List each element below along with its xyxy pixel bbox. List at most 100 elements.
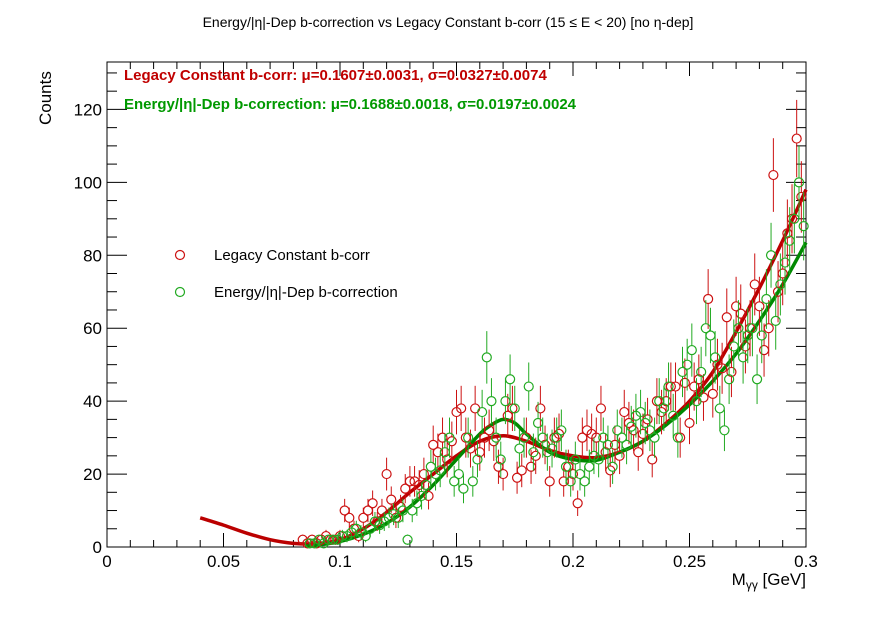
data-point — [593, 441, 604, 478]
y-axis-label: Counts — [36, 71, 55, 125]
data-point — [458, 474, 469, 504]
data-point — [735, 284, 746, 343]
x-tick-label: 0.05 — [207, 552, 240, 571]
point-marker — [600, 447, 611, 458]
data-point — [733, 300, 744, 357]
point-marker — [682, 359, 693, 370]
y-tick-label: 20 — [83, 465, 102, 484]
point-marker — [691, 396, 702, 407]
data-point — [518, 417, 530, 458]
point-marker — [518, 432, 530, 443]
data-point — [544, 466, 555, 497]
point-marker — [593, 454, 604, 465]
point-marker — [327, 534, 339, 545]
data-point — [796, 161, 807, 233]
point-marker — [528, 447, 539, 458]
point-marker — [344, 512, 355, 523]
legend-label-energy: Energy/|η|-Dep b-correction — [214, 284, 398, 301]
point-marker — [514, 443, 525, 454]
legend-marker-legacy — [174, 249, 186, 261]
point-marker — [386, 494, 397, 505]
data-point — [751, 354, 763, 405]
point-marker — [779, 257, 791, 268]
data-point — [602, 425, 614, 465]
point-marker — [509, 403, 520, 414]
data-point — [770, 292, 781, 350]
point-marker — [516, 465, 527, 476]
point-marker — [532, 417, 544, 429]
point-marker — [798, 220, 809, 232]
point-marker — [758, 344, 770, 356]
axis-ticks: 0 0.05 0.1 0.15 0.2 0.25 0.3 0 20 40 60 80 100 120 — [74, 62, 818, 571]
point-marker — [376, 505, 388, 516]
data-point — [651, 378, 662, 425]
data-point — [663, 362, 674, 411]
data-point — [367, 490, 378, 517]
point-marker — [423, 490, 434, 502]
point-marker — [647, 454, 658, 465]
point-marker — [707, 388, 718, 399]
point-marker — [756, 330, 767, 341]
point-marker — [498, 468, 509, 480]
point-marker — [696, 366, 707, 378]
point-marker — [796, 191, 807, 203]
point-marker — [607, 461, 618, 472]
plot-frame — [106, 61, 807, 548]
point-marker — [686, 344, 697, 356]
point-marker — [735, 308, 746, 319]
data-point — [381, 457, 392, 491]
point-marker — [418, 468, 429, 480]
legend-label-legacy: Legacy Constant b-corr — [214, 247, 370, 264]
x-tick-label: 0 — [102, 552, 111, 571]
point-marker — [719, 425, 730, 436]
x-axis-label-unit: [GeV] — [758, 570, 806, 589]
point-marker — [721, 312, 732, 323]
data-point — [679, 358, 690, 408]
point-marker — [304, 538, 315, 549]
point-marker — [633, 447, 644, 458]
data-point — [577, 417, 588, 458]
point-marker — [467, 476, 478, 487]
point-marker — [614, 450, 625, 461]
data-point — [633, 433, 644, 471]
data-point — [705, 307, 716, 364]
data-point — [456, 385, 467, 432]
data-point — [421, 470, 432, 500]
data-point — [502, 393, 513, 438]
data-point — [686, 323, 697, 377]
point-marker — [698, 392, 709, 403]
data-point — [784, 207, 795, 275]
data-point — [444, 417, 455, 458]
point-marker — [710, 352, 721, 363]
data-point — [675, 417, 686, 458]
point-marker — [619, 406, 630, 418]
data-point — [607, 449, 618, 484]
point-marker — [567, 468, 579, 480]
data-point — [386, 486, 397, 513]
data-point — [682, 338, 693, 391]
data-point — [726, 346, 737, 398]
data-point — [630, 393, 642, 438]
legend: Legacy Constant b-corr Energy/|η|-Dep b-… — [174, 247, 398, 301]
point-marker — [584, 461, 595, 472]
point-marker — [737, 352, 749, 363]
data-point — [609, 425, 621, 465]
y-tick-label: 100 — [74, 173, 102, 192]
data-point — [670, 362, 681, 411]
data-point — [710, 331, 721, 384]
data-point — [470, 385, 481, 432]
data-point — [467, 466, 478, 497]
point-marker — [495, 454, 506, 465]
data-point — [647, 441, 658, 478]
point-marker — [793, 177, 805, 188]
point-marker — [481, 352, 492, 363]
x-tick-label: 0.1 — [328, 552, 352, 571]
data-point — [509, 385, 520, 432]
point-marker — [337, 530, 348, 542]
data-point — [598, 417, 609, 458]
point-marker — [761, 293, 772, 305]
point-marker — [579, 476, 590, 487]
data-point — [791, 99, 802, 178]
data-point — [523, 362, 534, 411]
